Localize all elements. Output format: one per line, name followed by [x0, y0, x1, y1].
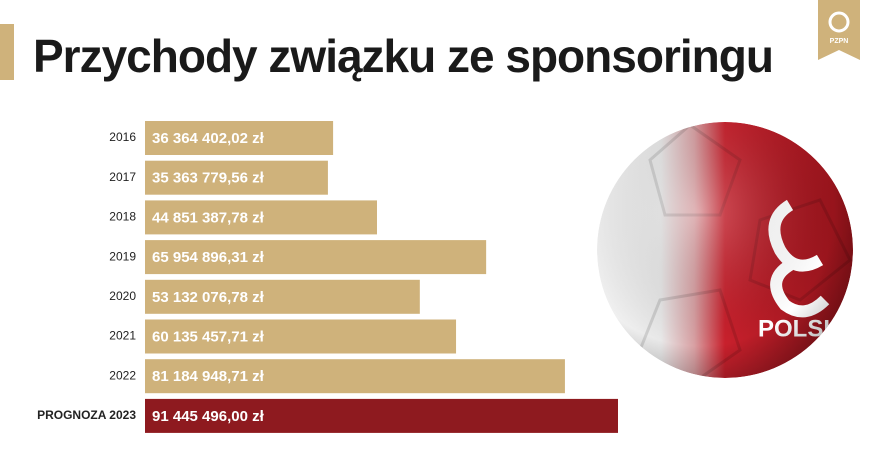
- bar: [145, 359, 565, 394]
- chart-title: Przychody związku ze sponsoringu: [33, 30, 773, 82]
- logo-text: PZPN: [830, 38, 849, 45]
- y-tick-label: 2021: [109, 329, 136, 343]
- bar: [145, 319, 457, 354]
- value-label: 44 851 387,78 zł: [152, 209, 265, 226]
- bar: [145, 160, 328, 195]
- bar: [145, 200, 377, 235]
- value-label: 35 363 779,56 zł: [152, 170, 265, 187]
- y-tick-label: 2018: [109, 210, 136, 224]
- value-label: 36 364 402,02 zł: [152, 130, 265, 147]
- ball: POLSKA: [597, 122, 853, 378]
- value-label: 81 184 948,71 zł: [152, 368, 265, 385]
- bar: [145, 398, 618, 433]
- y-tick-label: 2016: [109, 130, 136, 144]
- value-label: 65 954 896,31 zł: [152, 249, 265, 266]
- y-tick-label: 2019: [109, 249, 136, 263]
- bar: [145, 240, 487, 275]
- y-tick-label: PROGNOZA 2023: [37, 408, 136, 422]
- accent: [0, 24, 14, 80]
- y-tick-label: 2020: [109, 289, 136, 303]
- y-tick-label: 2022: [109, 368, 136, 382]
- y-tick-label: 2017: [109, 170, 136, 184]
- value-label: 53 132 076,78 zł: [152, 289, 265, 306]
- bar: [145, 121, 334, 155]
- logo-icon: [828, 11, 850, 33]
- bar: [145, 279, 420, 314]
- value-label: 91 445 496,00 zł: [152, 408, 265, 425]
- value-label: 60 135 457,71 zł: [152, 328, 265, 345]
